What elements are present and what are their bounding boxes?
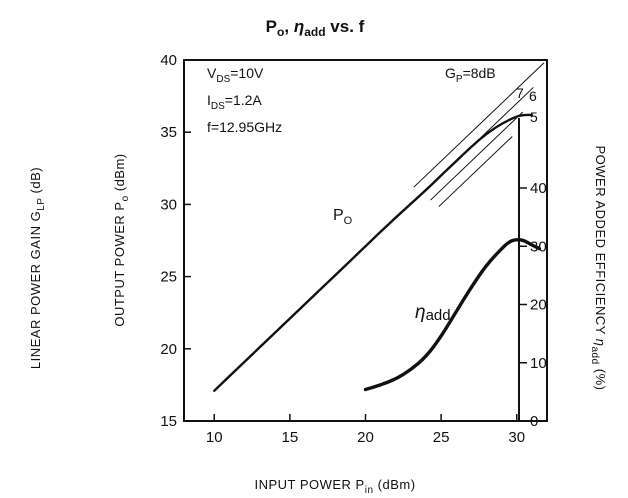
y-left-tick-label: 40 [160,52,177,69]
y-right-tick-label: 40 [530,180,547,197]
condition-freq: f=12.95GHz [207,119,282,135]
y-axis-title-left: OUTPUT POWER Po (dBm) [112,153,131,326]
x-axis-title: INPUT POWER Pin (dBm) [254,477,415,496]
condition-ids: IDS=1.2A [207,92,262,112]
chart-title: Po, ηadd vs. f [266,17,365,39]
condition-vds: VDS=10V [207,65,264,85]
x-tick-label: 10 [206,429,223,446]
y-axis-title-gain: LINEAR POWER GAIN GLP (dB) [28,167,47,369]
y-right-tick-label: 10 [530,355,547,372]
po-series-label: PO [333,207,353,227]
y-left-tick-label: 35 [160,124,177,141]
gain-line [430,111,524,201]
axes-layer: 10 15 20 25 30 15 20 25 30 35 40 0 10 20 30 40 [160,52,546,446]
eta-add-line [363,237,542,392]
y-axis-title-right: POWER ADDED EFFICIENCY ηadd (%) [589,145,608,390]
gain-line [438,136,513,207]
gain-line [413,62,545,188]
eta-series-label: ηadd [415,302,451,324]
series-layer [213,113,542,392]
x-tick-label: 25 [433,429,450,446]
x-tick-label: 30 [508,429,525,446]
y-left-tick-label: 20 [160,341,177,358]
y-left-tick-label: 15 [160,413,177,430]
y-left-tick-label: 30 [160,196,177,213]
gain-lines: 7 6 5 [413,62,545,207]
gain-line-label: 5 [530,109,538,125]
gp-label: GP=8dB [445,65,496,85]
x-tick-label: 15 [282,429,299,446]
x-tick-label: 20 [357,429,374,446]
y-right-tick-label: 20 [530,297,547,314]
y-left-tick-label: 25 [160,269,177,286]
po-line [213,113,534,392]
gain-line-label: 6 [529,88,537,104]
gain-line-label: 7 [516,85,524,101]
y-right-tick-label: 0 [530,413,538,430]
y-right-tick-label: 30 [530,238,547,255]
